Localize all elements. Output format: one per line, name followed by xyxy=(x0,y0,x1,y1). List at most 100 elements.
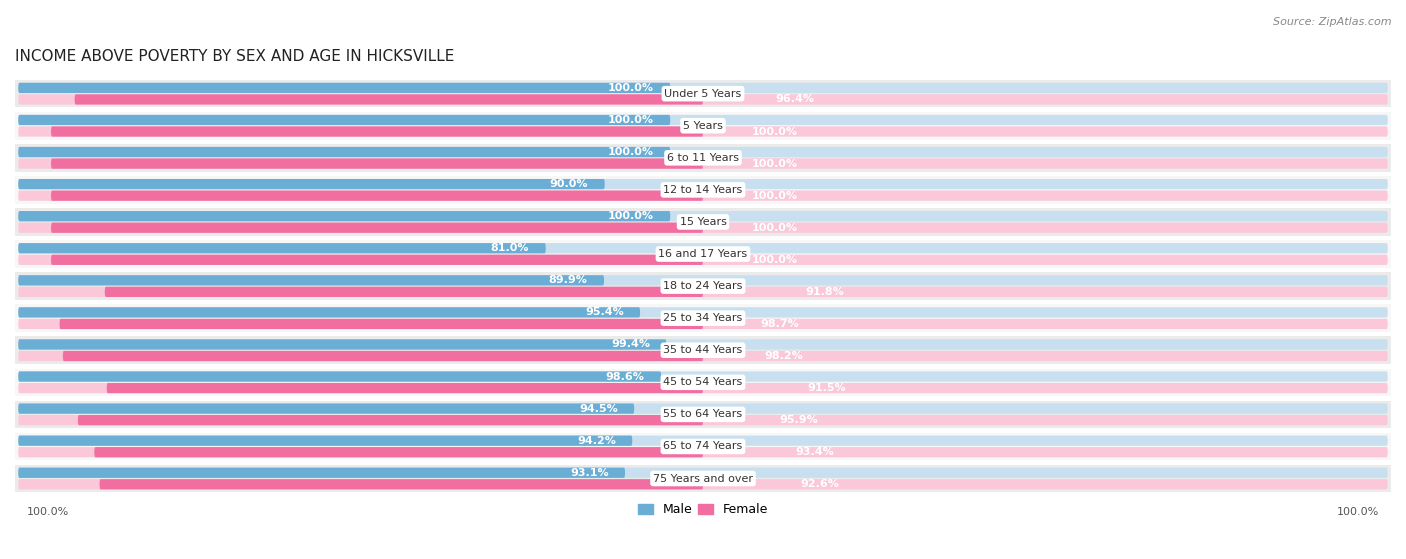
Text: 100.0%: 100.0% xyxy=(607,115,654,125)
FancyBboxPatch shape xyxy=(18,255,1388,265)
FancyBboxPatch shape xyxy=(15,272,1391,300)
Legend: Male, Female: Male, Female xyxy=(633,498,773,521)
FancyBboxPatch shape xyxy=(18,307,1388,318)
FancyBboxPatch shape xyxy=(18,211,1388,221)
Text: 94.5%: 94.5% xyxy=(579,404,617,414)
FancyBboxPatch shape xyxy=(15,144,1391,172)
Text: 100.0%: 100.0% xyxy=(752,255,799,265)
FancyBboxPatch shape xyxy=(107,383,703,393)
Text: 5 Years: 5 Years xyxy=(683,121,723,131)
Text: 95.4%: 95.4% xyxy=(585,307,624,318)
Text: 95.9%: 95.9% xyxy=(779,415,818,425)
Text: 35 to 44 Years: 35 to 44 Years xyxy=(664,345,742,355)
FancyBboxPatch shape xyxy=(51,126,703,136)
Text: 55 to 64 Years: 55 to 64 Years xyxy=(664,409,742,419)
FancyBboxPatch shape xyxy=(18,371,661,382)
FancyBboxPatch shape xyxy=(18,147,1388,157)
FancyBboxPatch shape xyxy=(18,287,1388,297)
FancyBboxPatch shape xyxy=(18,83,671,93)
FancyBboxPatch shape xyxy=(15,368,1391,396)
FancyBboxPatch shape xyxy=(18,479,1388,490)
Text: 15 Years: 15 Years xyxy=(679,217,727,227)
Text: Under 5 Years: Under 5 Years xyxy=(665,89,741,99)
FancyBboxPatch shape xyxy=(18,435,633,446)
FancyBboxPatch shape xyxy=(105,287,703,297)
Text: 100.0%: 100.0% xyxy=(752,126,799,136)
Text: 96.4%: 96.4% xyxy=(776,94,814,105)
FancyBboxPatch shape xyxy=(18,126,1388,136)
FancyBboxPatch shape xyxy=(51,158,703,169)
FancyBboxPatch shape xyxy=(18,371,1388,382)
FancyBboxPatch shape xyxy=(15,80,1391,107)
FancyBboxPatch shape xyxy=(18,179,1388,190)
Text: 90.0%: 90.0% xyxy=(550,179,588,189)
FancyBboxPatch shape xyxy=(15,112,1391,140)
FancyBboxPatch shape xyxy=(18,404,634,414)
FancyBboxPatch shape xyxy=(18,415,1388,425)
Text: 100.0%: 100.0% xyxy=(607,147,654,157)
Text: INCOME ABOVE POVERTY BY SEX AND AGE IN HICKSVILLE: INCOME ABOVE POVERTY BY SEX AND AGE IN H… xyxy=(15,49,454,64)
FancyBboxPatch shape xyxy=(18,468,626,478)
Text: 16 and 17 Years: 16 and 17 Years xyxy=(658,249,748,259)
Text: 100.0%: 100.0% xyxy=(607,83,654,93)
FancyBboxPatch shape xyxy=(18,275,605,286)
FancyBboxPatch shape xyxy=(75,94,703,105)
Text: 98.7%: 98.7% xyxy=(761,319,800,329)
FancyBboxPatch shape xyxy=(18,339,666,349)
FancyBboxPatch shape xyxy=(18,319,1388,329)
FancyBboxPatch shape xyxy=(18,179,605,190)
FancyBboxPatch shape xyxy=(15,176,1391,203)
FancyBboxPatch shape xyxy=(18,243,1388,253)
Text: Source: ZipAtlas.com: Source: ZipAtlas.com xyxy=(1274,17,1392,27)
Text: 91.5%: 91.5% xyxy=(808,383,846,393)
FancyBboxPatch shape xyxy=(15,401,1391,428)
Text: 65 to 74 Years: 65 to 74 Years xyxy=(664,442,742,452)
FancyBboxPatch shape xyxy=(18,211,671,221)
FancyBboxPatch shape xyxy=(15,337,1391,364)
FancyBboxPatch shape xyxy=(51,222,703,233)
Text: 100.0%: 100.0% xyxy=(752,159,799,169)
FancyBboxPatch shape xyxy=(18,275,1388,286)
FancyBboxPatch shape xyxy=(51,191,703,201)
FancyBboxPatch shape xyxy=(15,208,1391,236)
Text: 92.6%: 92.6% xyxy=(800,479,839,489)
FancyBboxPatch shape xyxy=(18,307,640,318)
Text: 18 to 24 Years: 18 to 24 Years xyxy=(664,281,742,291)
Text: 98.6%: 98.6% xyxy=(606,372,645,382)
FancyBboxPatch shape xyxy=(18,115,1388,125)
Text: 25 to 34 Years: 25 to 34 Years xyxy=(664,313,742,323)
Text: 45 to 54 Years: 45 to 54 Years xyxy=(664,377,742,387)
FancyBboxPatch shape xyxy=(63,351,703,361)
FancyBboxPatch shape xyxy=(18,351,1388,361)
Text: 100.0%: 100.0% xyxy=(607,211,654,221)
FancyBboxPatch shape xyxy=(18,115,671,125)
Text: 6 to 11 Years: 6 to 11 Years xyxy=(666,153,740,163)
Text: 98.2%: 98.2% xyxy=(763,351,803,361)
FancyBboxPatch shape xyxy=(77,415,703,425)
Text: 100.0%: 100.0% xyxy=(752,222,799,233)
Text: 12 to 14 Years: 12 to 14 Years xyxy=(664,185,742,195)
FancyBboxPatch shape xyxy=(18,339,1388,349)
FancyBboxPatch shape xyxy=(15,465,1391,492)
Text: 91.8%: 91.8% xyxy=(806,287,845,297)
FancyBboxPatch shape xyxy=(18,435,1388,446)
Text: 75 Years and over: 75 Years and over xyxy=(652,473,754,484)
FancyBboxPatch shape xyxy=(18,158,1388,169)
Text: 81.0%: 81.0% xyxy=(491,243,530,253)
Text: 93.1%: 93.1% xyxy=(569,468,609,478)
FancyBboxPatch shape xyxy=(18,94,1388,105)
FancyBboxPatch shape xyxy=(18,447,1388,457)
FancyBboxPatch shape xyxy=(15,304,1391,332)
FancyBboxPatch shape xyxy=(18,243,546,253)
FancyBboxPatch shape xyxy=(15,433,1391,460)
FancyBboxPatch shape xyxy=(15,240,1391,268)
Text: 89.9%: 89.9% xyxy=(548,276,588,285)
FancyBboxPatch shape xyxy=(18,404,1388,414)
Text: 99.4%: 99.4% xyxy=(612,339,650,349)
FancyBboxPatch shape xyxy=(51,255,703,265)
FancyBboxPatch shape xyxy=(18,191,1388,201)
FancyBboxPatch shape xyxy=(94,447,703,457)
Text: 93.4%: 93.4% xyxy=(796,447,834,457)
Text: 100.0%: 100.0% xyxy=(752,191,799,201)
FancyBboxPatch shape xyxy=(18,222,1388,233)
